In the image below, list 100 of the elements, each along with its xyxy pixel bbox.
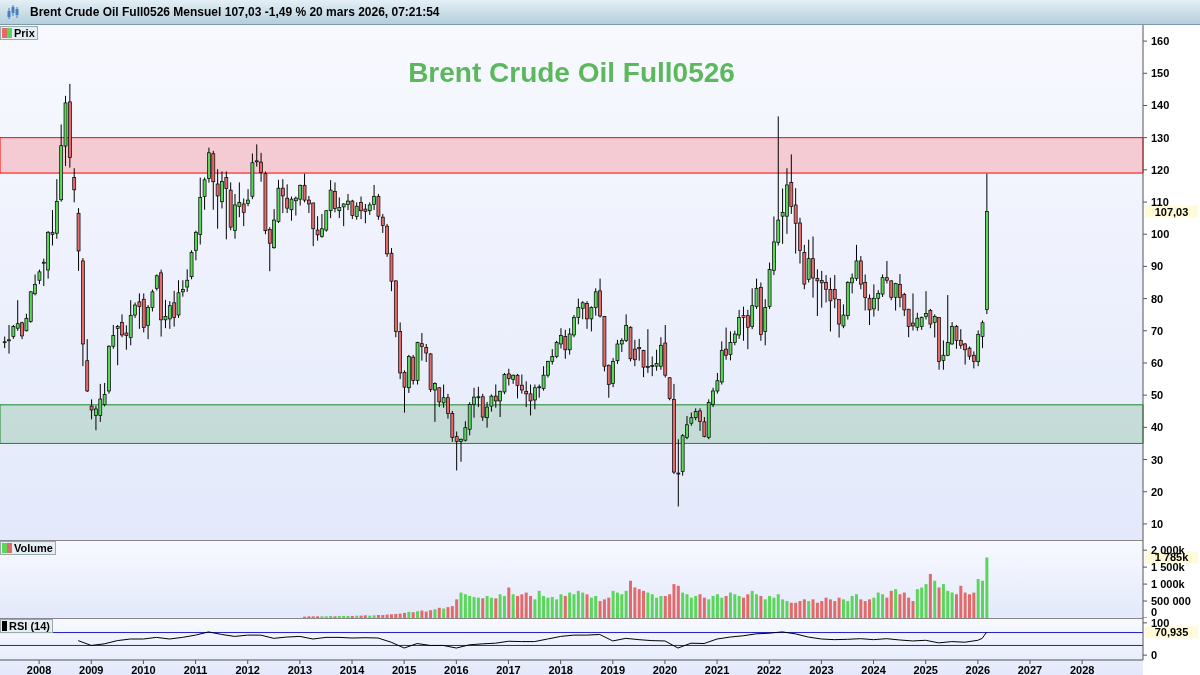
bar [833,601,837,618]
x-tick-label: 2027 [1017,663,1043,675]
bar [502,595,506,618]
bar [472,596,476,618]
annotation: Prix [14,27,35,39]
bar [481,598,485,618]
bar [859,599,863,618]
x-tick-label: 2010 [131,663,156,675]
bar [602,599,606,618]
y-tick-label: 1 500k [1151,561,1186,574]
bar [403,612,407,618]
bar [728,592,732,618]
candlestick [654,349,659,372]
candlestick [745,309,750,350]
bar [933,580,937,618]
bar [629,580,632,618]
bar [846,601,850,618]
bar [750,590,754,618]
y-tick-label: 120 [1151,163,1170,176]
bar [346,615,350,618]
bar [737,595,741,618]
bar [468,595,472,618]
y-tick-label: 90 [1151,260,1164,273]
bar [329,615,333,618]
x-tick-label: 2020 [652,663,678,675]
bar [637,589,641,618]
bar [650,594,654,618]
x-tick-label: 2011 [183,663,208,675]
y-tick-label: 80 [1151,292,1164,305]
bar [828,599,832,618]
bar [711,595,715,618]
bar [516,595,519,618]
bar [559,594,563,618]
bar [698,594,702,618]
bar [585,594,589,618]
candlestick [167,300,172,330]
y-tick-label: 50 [1151,389,1164,402]
y-tick-label: 130 [1151,131,1170,144]
x-tick-label: 2019 [600,663,626,675]
bar [615,592,619,618]
bar [807,601,811,618]
candlestick [593,287,598,317]
bar [707,599,711,618]
bar [407,611,411,618]
x-tick-label: 2026 [965,663,991,675]
y-tick-label: 160 [1151,35,1170,48]
bar [798,601,802,618]
y-tick-label: 100 [1151,616,1170,629]
bar [507,587,511,618]
bar [876,592,880,618]
bar [881,594,885,618]
bar [685,594,689,618]
bar [776,594,780,618]
bar [489,597,493,618]
text: 70,935 [1154,626,1189,639]
bar [546,597,550,618]
bar [837,597,841,618]
bar [342,615,346,618]
bar [589,597,593,618]
y-tick-label: 100 [1151,228,1170,241]
bar [642,590,646,618]
candlestick [945,294,950,357]
candlestick [493,384,498,409]
bar [794,602,798,618]
bar [720,597,724,618]
y-tick-label: 1 000k [1151,578,1186,591]
bar [576,590,580,618]
candlestick [528,384,533,416]
bar [607,597,611,618]
bar [446,607,450,618]
bar [937,587,941,618]
bar [537,590,541,618]
bar [542,595,546,618]
y-tick-label: 60 [1151,356,1164,369]
candlestick [741,306,746,342]
bar [398,613,402,618]
y-tick-label: 140 [1151,99,1170,112]
bar [772,597,776,618]
bar [733,594,737,618]
bar [928,573,932,618]
candlestick [172,290,177,328]
bar [789,602,793,618]
bar [850,595,854,618]
bar [815,602,819,618]
bar [620,594,624,618]
bar [959,585,963,618]
bar [424,611,428,618]
candlestick [285,183,290,214]
bar [655,597,659,618]
bar [863,601,867,618]
bar [568,592,572,618]
bar [485,595,489,618]
bar [841,599,845,618]
x-tick-label: 2018 [548,663,573,675]
bar [416,611,420,618]
bar [868,599,872,618]
bar [920,587,924,618]
bar [381,614,385,618]
bar [941,584,945,618]
bar [459,592,463,618]
